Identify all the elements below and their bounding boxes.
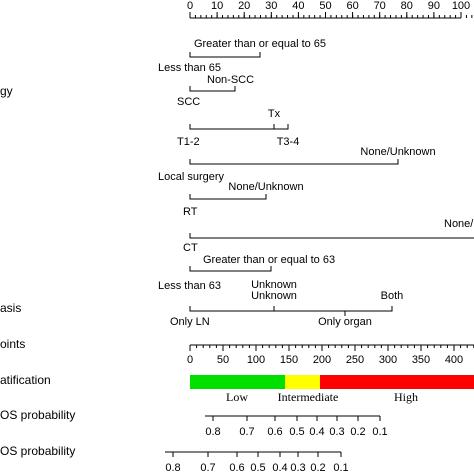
level: None/U	[444, 218, 474, 230]
risk-high	[320, 375, 474, 389]
tick-label: 10	[211, 0, 223, 12]
tick-label: 0.3	[329, 426, 344, 438]
tick-label: 60	[346, 0, 358, 12]
tick-label: 50	[217, 354, 229, 366]
tick-label: 0.1	[333, 462, 348, 474]
level: CT	[183, 242, 198, 254]
tick-label: 0.6	[229, 462, 244, 474]
tick-label: 150	[280, 354, 298, 366]
tick-label: 100	[247, 354, 265, 366]
scale	[189, 233, 474, 239]
tick-label: 20	[238, 0, 250, 12]
level: Tx	[268, 108, 281, 120]
level: Greater than or equal to 65	[194, 38, 326, 50]
tick-label: 100	[452, 0, 470, 12]
tick-label: 0.1	[372, 426, 387, 438]
tick-label: 0.2	[350, 426, 365, 438]
risk-group: Low	[226, 390, 248, 404]
level: Less than 63	[158, 280, 221, 292]
tick-label: 0.4	[272, 462, 287, 474]
level: SCC	[177, 96, 200, 108]
tick-label: 0.8	[165, 462, 180, 474]
row-label: gy	[0, 84, 13, 98]
level: Unknown	[251, 290, 297, 302]
level: Only organ	[318, 316, 372, 328]
tick-label: 350	[412, 354, 430, 366]
scale	[189, 86, 236, 92]
tick-label: 0.7	[239, 426, 254, 438]
tick-label: 30	[265, 0, 277, 12]
row-label: atification	[0, 373, 51, 387]
tick-label: 250	[346, 354, 364, 366]
tick-label: 0.6	[267, 426, 282, 438]
tick-label: 0	[187, 354, 193, 366]
level: Local surgery	[158, 171, 225, 183]
level: RT	[183, 206, 198, 218]
level: Only LN	[170, 316, 210, 328]
tick-label: 0.3	[290, 462, 305, 474]
row-label: OS probability	[0, 408, 75, 422]
scale	[189, 124, 289, 130]
scale	[189, 306, 393, 312]
tick-label: 40	[292, 0, 304, 12]
tick-label: 0.5	[250, 462, 265, 474]
scale	[189, 52, 261, 58]
tick-label: 0.2	[310, 462, 325, 474]
level: Both	[381, 290, 404, 302]
row-label: oints	[0, 337, 25, 351]
scale	[189, 194, 267, 200]
scale	[189, 159, 399, 165]
level: Less than 65	[158, 62, 221, 74]
tick-label: 0.8	[205, 426, 220, 438]
tick-label: 0.4	[309, 426, 324, 438]
level: Non-SCC	[207, 74, 254, 86]
tick-label: 0	[187, 0, 193, 12]
level: Unknown	[251, 279, 297, 291]
level: T3-4	[277, 136, 300, 148]
row-label: asis	[0, 301, 21, 315]
level: T1-2	[177, 136, 200, 148]
tick-label: 90	[428, 0, 440, 12]
tick-label: 300	[379, 354, 397, 366]
level: Greater than or equal to 63	[203, 254, 335, 266]
tick-label: 400	[445, 354, 463, 366]
tick-label: 0.5	[289, 426, 304, 438]
tick-label: 70	[374, 0, 386, 12]
risk-low	[190, 375, 285, 389]
tick-label: 50	[319, 0, 331, 12]
tick-label: 200	[313, 354, 331, 366]
scale	[189, 266, 272, 272]
risk-group: Intermediate	[278, 390, 339, 404]
risk-intermediate	[285, 375, 320, 389]
row-label: OS probability	[0, 444, 75, 458]
level: None/Unknown	[228, 181, 303, 193]
level: None/Unknown	[360, 146, 435, 158]
tick-label: 0.7	[200, 462, 215, 474]
tick-label: 80	[401, 0, 413, 12]
risk-group: High	[394, 390, 418, 404]
